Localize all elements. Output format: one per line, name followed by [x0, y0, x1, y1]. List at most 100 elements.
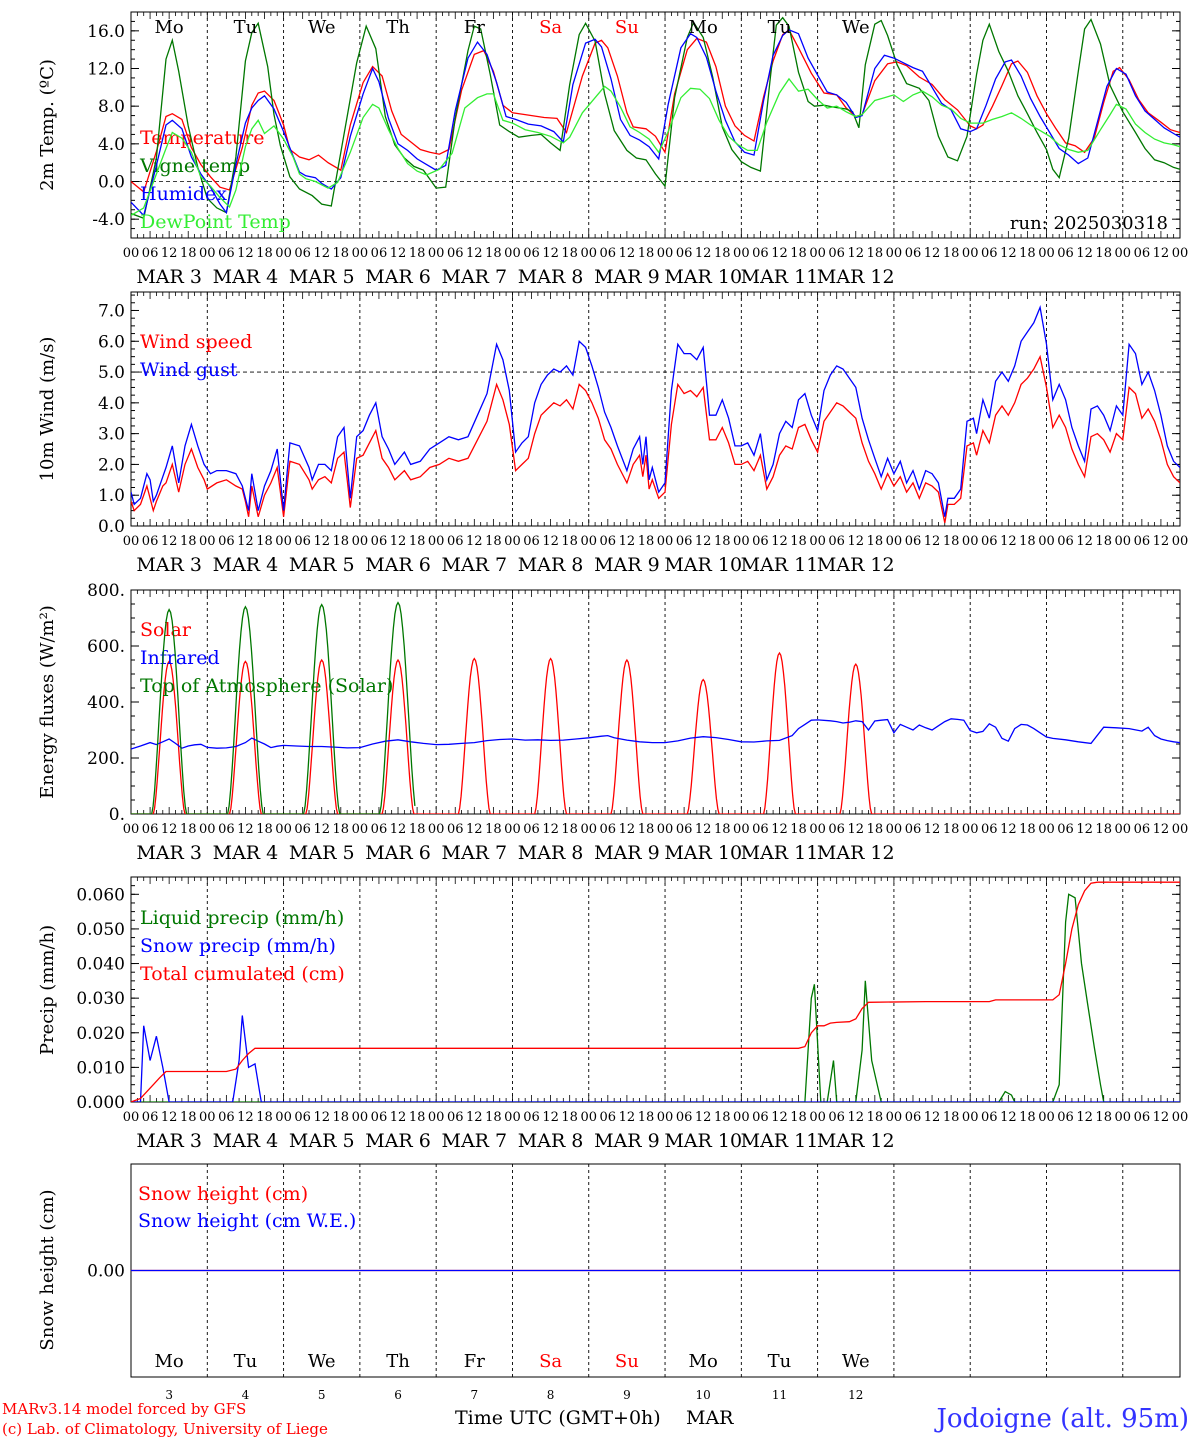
- date-label: MAR 12: [817, 266, 895, 288]
- y-tick-label: 4.0: [98, 394, 125, 414]
- legend-entry: Humidex: [140, 183, 227, 205]
- y-tick-label: 800.: [87, 581, 125, 601]
- hour-tick-label: 00: [886, 1110, 903, 1125]
- day-number-label: 10: [696, 1388, 711, 1402]
- date-label: MAR 4: [213, 266, 279, 288]
- hour-tick-label: 18: [1019, 1110, 1036, 1125]
- y-tick-label: 0.0: [98, 517, 125, 537]
- credit-line-1: MARv3.14 model forced by GFS: [2, 1400, 246, 1418]
- legend-entry: Snow height (cm): [138, 1183, 308, 1205]
- y-tick-label: 0.020: [76, 1024, 125, 1044]
- hour-tick-label: 06: [752, 1110, 769, 1125]
- hour-tick-label: 12: [542, 534, 559, 549]
- hour-tick-label: 12: [542, 1110, 559, 1125]
- hour-tick-label: 18: [638, 246, 655, 261]
- date-label: MAR 5: [289, 554, 355, 576]
- hour-tick-label: 06: [752, 246, 769, 261]
- credit-line-2: (c) Lab. of Climatology, University of L…: [2, 1420, 328, 1438]
- panel-temperature: -4.0 0.0 4.0 8.0 12.0 16.0 2m Temp. (ºC) Temper…: [37, 11, 1188, 288]
- date-label: MAR 10: [664, 266, 742, 288]
- hour-tick-label: 00: [1115, 246, 1132, 261]
- hour-tick-label: 12: [771, 246, 788, 261]
- hour-tick-label: 00: [1038, 1110, 1055, 1125]
- legend-entry: Total cumulated (cm): [140, 963, 345, 985]
- hour-tick-label: 00: [428, 1110, 445, 1125]
- hour-tick-label: 06: [1134, 822, 1151, 837]
- hour-tick-label: 06: [981, 246, 998, 261]
- hour-tick-label: 00: [199, 534, 216, 549]
- hour-tick-label: 00: [886, 822, 903, 837]
- hour-tick-label: 00: [733, 1110, 750, 1125]
- hour-tick-label: 12: [771, 534, 788, 549]
- hour-tick-label: 12: [390, 822, 407, 837]
- date-label: MAR 9: [594, 266, 660, 288]
- weekday-label: Th: [386, 17, 410, 38]
- hour-tick-label: 00: [199, 822, 216, 837]
- y-tick-label: 0.040: [76, 955, 125, 975]
- date-label: MAR 7: [442, 1130, 508, 1152]
- hour-tick-label: 00: [733, 246, 750, 261]
- date-label: MAR 5: [289, 266, 355, 288]
- hour-tick-label: 12: [1076, 1110, 1093, 1125]
- panel-precip: 0.000 0.010 0.020 0.030 0.040 0.050 0.060 Preci…: [37, 876, 1188, 1152]
- hour-tick-label: 06: [905, 1110, 922, 1125]
- series-line-wind-speed: [131, 354, 1180, 524]
- hour-tick-label: 06: [218, 246, 235, 261]
- hour-tick-label: 18: [1019, 822, 1036, 837]
- hour-tick-label: 12: [542, 822, 559, 837]
- hour-tick-label: 06: [294, 534, 311, 549]
- hour-tick-label: 00: [657, 534, 674, 549]
- plot-frame: [130, 589, 1181, 815]
- hour-tick-label: 00: [352, 1110, 369, 1125]
- plot-frame: [130, 291, 1181, 527]
- hour-tick-label: 00: [580, 246, 597, 261]
- y-tick-label: 7.0: [98, 301, 125, 321]
- y-tick-label: 2.0: [98, 455, 125, 475]
- date-label: MAR 12: [817, 1130, 895, 1152]
- hour-tick-label: 06: [371, 246, 388, 261]
- y-tick-label: 8.0: [98, 97, 125, 117]
- y-tick-label: 400.: [87, 693, 125, 713]
- hour-tick-label: 00: [199, 1110, 216, 1125]
- hour-tick-label: 18: [561, 534, 578, 549]
- hour-tick-label: 06: [523, 246, 540, 261]
- y-tick-label: 600.: [87, 637, 125, 657]
- weekday-label: Sa: [539, 1351, 562, 1372]
- hour-tick-label: 06: [218, 534, 235, 549]
- hour-tick-label: 18: [333, 534, 350, 549]
- hour-tick-label: 12: [771, 822, 788, 837]
- hour-tick-label: 00: [1115, 822, 1132, 837]
- y-tick-label: 0.000: [76, 1093, 125, 1113]
- hour-tick-label: 00: [886, 534, 903, 549]
- hour-tick-label: 06: [447, 822, 464, 837]
- y-tick-label: 6.0: [98, 332, 125, 352]
- date-label: MAR 6: [365, 266, 431, 288]
- hour-tick-label: 12: [847, 822, 864, 837]
- hour-tick-label: 00: [123, 822, 140, 837]
- legend-entry: Temperature: [140, 127, 264, 149]
- y-tick-label: 200.: [87, 749, 125, 769]
- hour-tick-label: 18: [180, 534, 197, 549]
- hour-tick-label: 06: [676, 822, 693, 837]
- hour-tick-label: 06: [905, 534, 922, 549]
- hour-tick-label: 06: [828, 246, 845, 261]
- hour-tick-label: 06: [1134, 534, 1151, 549]
- y-tick-label: 16.0: [87, 22, 125, 42]
- hour-tick-label: 06: [447, 1110, 464, 1125]
- series-line-temperature: [131, 28, 1180, 194]
- hour-tick-label: 06: [447, 534, 464, 549]
- legend-entry: Wind gust: [140, 359, 238, 381]
- hour-tick-label: 18: [790, 246, 807, 261]
- date-label: MAR 11: [741, 554, 819, 576]
- hour-tick-label: 06: [905, 822, 922, 837]
- date-label: MAR 3: [136, 1130, 202, 1152]
- hour-tick-label: 06: [523, 822, 540, 837]
- hour-tick-label: 18: [638, 1110, 655, 1125]
- hour-tick-label: 12: [619, 534, 636, 549]
- hour-tick-label: 18: [867, 246, 884, 261]
- y-tick-label: 0.060: [76, 885, 125, 905]
- y-tick-label: 0.: [109, 805, 125, 825]
- hour-tick-label: 00: [809, 1110, 826, 1125]
- date-label: MAR 11: [741, 842, 819, 864]
